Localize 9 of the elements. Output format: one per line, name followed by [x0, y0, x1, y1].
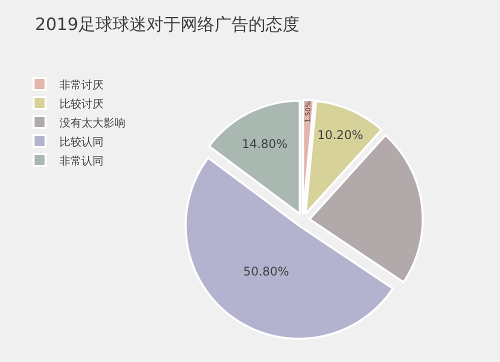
legend-label: 非常讨厌 [60, 78, 104, 92]
data-label: 14.80% [242, 137, 288, 152]
legend-label: 非常认同 [60, 154, 104, 168]
legend-label: 比较认同 [60, 135, 104, 148]
data-label: 10.20% [317, 128, 364, 142]
legend-label: 比较讨厌 [60, 97, 104, 110]
data-label: 50.80% [243, 264, 290, 279]
legend-label: 没有太大影响 [60, 116, 126, 130]
chart-title: 2019足球球迷对于网络广告的态度 [35, 15, 300, 35]
